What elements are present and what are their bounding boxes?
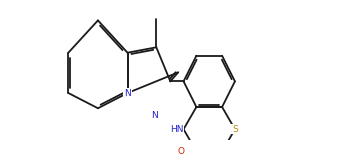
Text: S: S [232,125,238,134]
Text: N: N [124,89,131,97]
Text: N: N [151,111,158,120]
Text: O: O [178,147,185,155]
Text: HN: HN [170,125,183,134]
